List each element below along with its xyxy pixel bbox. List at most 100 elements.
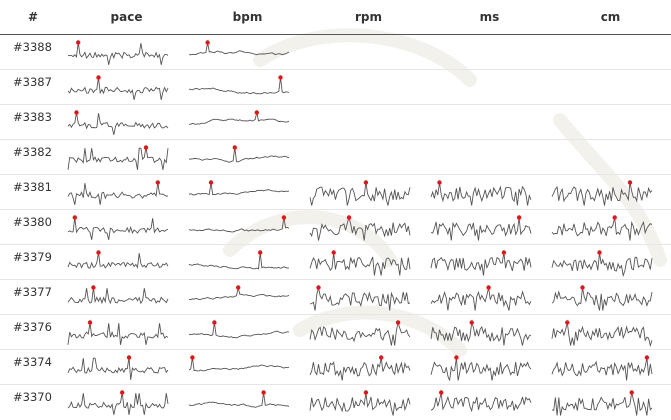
sparkline-pace[interactable]	[66, 315, 187, 350]
cell-bpm	[187, 69, 308, 105]
sparkline-path	[309, 357, 411, 381]
sparkline-path	[67, 112, 169, 135]
sparkline-rpm[interactable]	[308, 210, 429, 245]
sparkline-path	[430, 287, 532, 311]
table-row[interactable]: #3387	[0, 69, 671, 105]
sparkline-rpm[interactable]	[308, 385, 429, 420]
cell-rpm	[308, 279, 429, 315]
max-marker	[316, 285, 321, 290]
run-id[interactable]: #3381	[0, 174, 66, 210]
table-row[interactable]: #3377	[0, 279, 671, 315]
sparkline-bpm[interactable]	[187, 70, 308, 105]
sparkline-rpm[interactable]	[308, 315, 429, 350]
cell-ms	[429, 69, 550, 105]
sparkline-bpm[interactable]	[187, 385, 308, 420]
sparkline-cm[interactable]	[550, 315, 671, 350]
sparkline-cm[interactable]	[550, 210, 671, 245]
cell-cm	[550, 34, 671, 70]
sparkline-path	[188, 147, 290, 163]
column-header-id[interactable]: #	[0, 0, 66, 35]
sparkline-ms[interactable]	[429, 350, 550, 385]
max-marker	[72, 215, 77, 220]
sparkline-cm[interactable]	[550, 350, 671, 385]
sparkline-bpm[interactable]	[187, 105, 308, 140]
sparkline-cm[interactable]	[550, 245, 671, 280]
sparkline-path	[430, 252, 532, 276]
sparkline-cm[interactable]	[550, 175, 671, 210]
run-id[interactable]: #3387	[0, 69, 66, 105]
sparkline-pace[interactable]	[66, 105, 187, 140]
run-id[interactable]: #3379	[0, 244, 66, 280]
sparkline-bpm[interactable]	[187, 175, 308, 210]
cell-rpm	[308, 139, 429, 175]
max-marker	[346, 215, 352, 220]
sparkline-path	[430, 217, 532, 241]
sparkline-ms[interactable]	[429, 210, 550, 245]
sparkline-cm[interactable]	[550, 385, 671, 420]
sparkline-pace[interactable]	[66, 350, 187, 385]
sparkline-pace[interactable]	[66, 35, 187, 70]
sparkline-pace[interactable]	[66, 175, 187, 210]
run-id[interactable]: #3374	[0, 349, 66, 385]
sparkline-rpm[interactable]	[308, 175, 429, 210]
table-row[interactable]: #3370	[0, 385, 671, 420]
run-id[interactable]: #3380	[0, 209, 66, 245]
sparkline-pace[interactable]	[66, 385, 187, 420]
cell-ms	[429, 349, 550, 385]
sparkline-bpm[interactable]	[187, 140, 308, 175]
sparkline-bpm[interactable]	[187, 245, 308, 280]
table-row[interactable]: #3374	[0, 349, 671, 385]
cell-cm	[550, 385, 671, 420]
cell-bpm	[187, 34, 308, 70]
column-header-cm[interactable]: cm	[550, 0, 671, 35]
run-id[interactable]: #3376	[0, 314, 66, 350]
sparkline-rpm[interactable]	[308, 350, 429, 385]
table-row[interactable]: #3382	[0, 139, 671, 175]
max-marker	[261, 390, 266, 395]
sparkline-ms[interactable]	[429, 315, 550, 350]
sparkline-ms[interactable]	[429, 175, 550, 210]
run-id[interactable]: #3382	[0, 139, 66, 175]
sparkline-ms[interactable]	[429, 280, 550, 315]
max-marker	[155, 180, 160, 185]
sparkline-path	[189, 287, 290, 301]
table-row[interactable]: #3388	[0, 34, 671, 70]
max-marker	[236, 285, 241, 290]
column-header-pace[interactable]: pace	[66, 0, 187, 35]
sparkline-pace[interactable]	[66, 245, 187, 280]
sparkline-bpm[interactable]	[187, 350, 308, 385]
sparkline-rpm[interactable]	[308, 280, 429, 315]
column-header-bpm[interactable]: bpm	[187, 0, 308, 35]
sparkline-pace[interactable]	[66, 70, 187, 105]
sparkline-ms[interactable]	[429, 385, 550, 420]
sparkline-rpm[interactable]	[308, 245, 429, 280]
max-marker	[363, 390, 369, 395]
sparkline-pace[interactable]	[66, 210, 187, 245]
sparkline-ms[interactable]	[429, 245, 550, 280]
sparkline-pace[interactable]	[66, 140, 187, 175]
sparkline-bpm[interactable]	[187, 35, 308, 70]
cell-bpm	[187, 139, 308, 175]
sparkline-path	[188, 42, 290, 56]
max-marker	[281, 215, 287, 220]
run-id[interactable]: #3377	[0, 279, 66, 315]
run-id[interactable]: #3388	[0, 34, 66, 70]
run-id[interactable]: #3383	[0, 104, 66, 140]
cell-cm	[550, 279, 671, 315]
column-header-rpm[interactable]: rpm	[308, 0, 429, 35]
max-marker	[363, 180, 369, 185]
table-row[interactable]: #3381	[0, 174, 671, 210]
table-row[interactable]: #3383	[0, 104, 671, 140]
sparkline-cm[interactable]	[550, 280, 671, 315]
sparkline-path	[188, 217, 290, 233]
run-id[interactable]: #3370	[13, 390, 52, 404]
sparkline-bpm[interactable]	[187, 280, 308, 315]
cell-cm	[550, 349, 671, 385]
table-row[interactable]: #3380	[0, 209, 671, 245]
column-header-ms[interactable]: ms	[429, 0, 550, 35]
table-row[interactable]: #3376	[0, 314, 671, 350]
table-row[interactable]: #3379	[0, 244, 671, 280]
sparkline-bpm[interactable]	[187, 315, 308, 350]
sparkline-bpm[interactable]	[187, 210, 308, 245]
sparkline-pace[interactable]	[66, 280, 187, 315]
